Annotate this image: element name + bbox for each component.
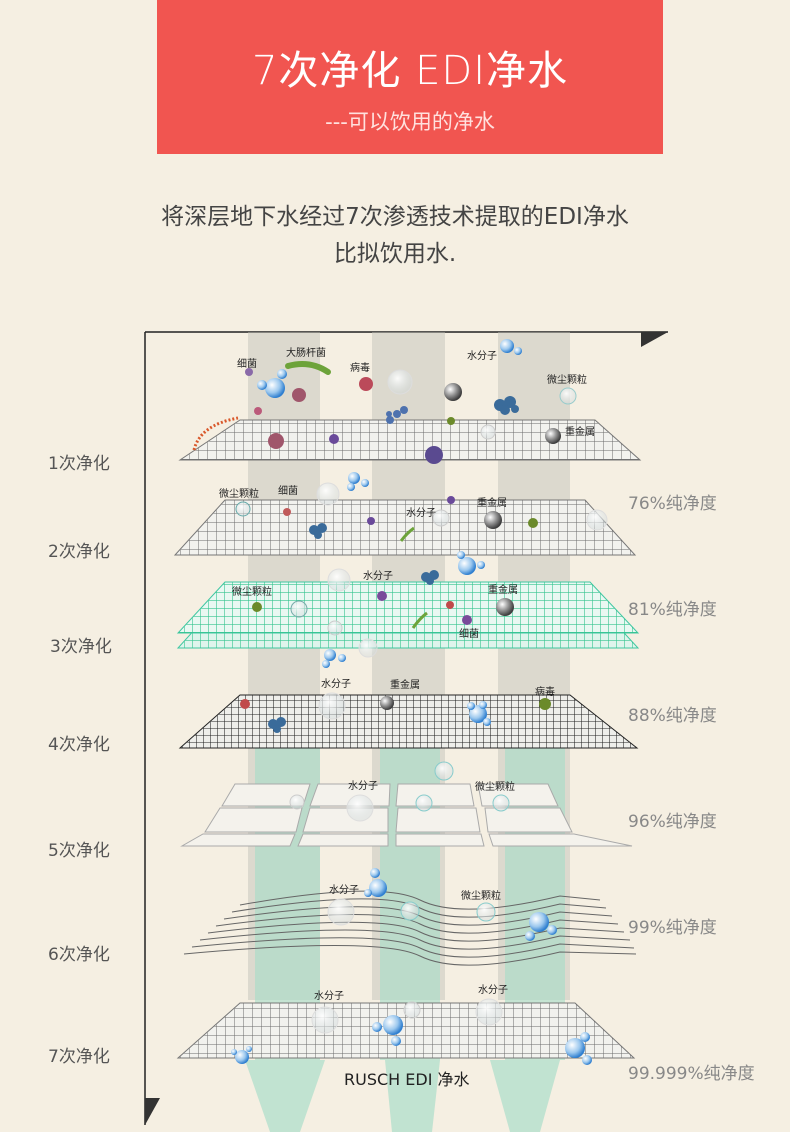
label-water: 水分子 bbox=[329, 885, 359, 896]
label-water: 水分子 bbox=[321, 679, 351, 690]
title-banner: 7次净化 EDI净水 ---可以饮用的净水 bbox=[157, 0, 663, 154]
label-bacteria: 细菌 bbox=[278, 486, 298, 497]
purity-6: 99%纯净度 bbox=[628, 918, 717, 938]
label-water: 水分子 bbox=[478, 985, 508, 996]
stage-label-2: 2次净化 bbox=[48, 542, 110, 562]
banner-title: 7次净化 EDI净水 bbox=[251, 48, 569, 94]
label-heavy-metal: 重金属 bbox=[390, 680, 420, 691]
stage-label-5: 5次净化 bbox=[48, 841, 110, 861]
filter-layer-7 bbox=[176, 998, 636, 1065]
stage-label-7: 7次净化 bbox=[48, 1047, 110, 1067]
label-heavy-metal: 重金属 bbox=[477, 498, 507, 509]
purity-5: 96%纯净度 bbox=[628, 812, 717, 832]
filter-layer-6 bbox=[183, 890, 637, 966]
filter-layer-1 bbox=[178, 339, 642, 464]
label-dust: 微尘颗粒 bbox=[461, 891, 501, 902]
purity-7: 99.999%纯净度 bbox=[628, 1064, 755, 1084]
brand-label: RUSCH EDI 净水 bbox=[344, 1070, 470, 1089]
purity-2: 76%纯净度 bbox=[628, 494, 717, 514]
label-dust: 微尘颗粒 bbox=[547, 375, 587, 386]
filter-layer-4 bbox=[178, 692, 639, 781]
label-bacteria: 细菌 bbox=[237, 359, 257, 370]
label-dust: 微尘颗粒 bbox=[232, 587, 272, 598]
label-water: 水分子 bbox=[467, 351, 497, 362]
banner-subtitle: ---可以饮用的净水 bbox=[325, 110, 495, 134]
label-virus: 病毒 bbox=[350, 363, 370, 374]
label-dust: 微尘颗粒 bbox=[219, 489, 259, 500]
label-water: 水分子 bbox=[314, 991, 344, 1002]
label-water: 水分子 bbox=[348, 781, 378, 792]
label-e-coli: 大肠杆菌 bbox=[286, 348, 326, 359]
stage-label-3: 3次净化 bbox=[50, 637, 112, 657]
filter-layer-5 bbox=[180, 783, 633, 847]
label-dust: 微尘颗粒 bbox=[475, 782, 515, 793]
label-heavy-metal: 重金属 bbox=[488, 585, 518, 596]
filter-layer-2 bbox=[173, 472, 637, 556]
label-bacteria: 细菌 bbox=[459, 629, 479, 640]
intro-line-1: 将深层地下水经过7次渗透技术提取的EDI净水 bbox=[161, 204, 629, 230]
purity-4: 88%纯净度 bbox=[628, 706, 717, 726]
axis bbox=[144, 331, 668, 1125]
label-heavy-metal: 重金属 bbox=[565, 427, 595, 438]
stage-label-6: 6次净化 bbox=[48, 945, 110, 965]
stage-label-1: 1次净化 bbox=[48, 454, 110, 474]
purity-3: 81%纯净度 bbox=[628, 600, 717, 620]
label-water: 水分子 bbox=[363, 571, 393, 582]
intro-line-2: 比拟饮用水. bbox=[333, 241, 457, 267]
stage-label-4: 4次净化 bbox=[48, 735, 110, 755]
label-water: 水分子 bbox=[406, 508, 436, 519]
label-virus: 病毒 bbox=[535, 687, 555, 698]
filter-layer-3 bbox=[176, 551, 640, 668]
